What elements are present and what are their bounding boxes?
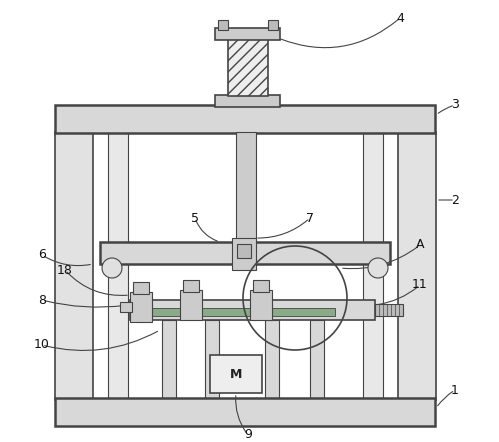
Text: A: A [416,239,424,251]
Circle shape [368,258,388,278]
Bar [55,132,93,400]
Bar [236,132,256,242]
Bar [133,282,149,294]
Bar [265,320,279,398]
Text: 18: 18 [57,263,73,277]
Bar [55,398,435,426]
Bar [100,242,390,264]
Bar [375,304,403,316]
Text: 11: 11 [412,278,428,292]
Text: 5: 5 [191,212,199,225]
Bar [237,244,251,258]
Text: 3: 3 [451,99,459,111]
Text: 2: 2 [451,194,459,206]
Text: 8: 8 [38,293,46,306]
Bar [210,355,262,393]
Bar [215,95,280,107]
Text: 6: 6 [38,248,46,262]
Bar [130,300,375,320]
Bar [108,132,128,400]
Bar [268,20,278,30]
Bar [398,132,436,400]
Bar [232,238,256,270]
Bar [228,38,268,96]
Text: 10: 10 [34,339,50,351]
Bar [162,320,176,398]
Bar [215,28,280,40]
Bar [218,20,228,30]
Bar [363,132,383,400]
Bar [205,320,219,398]
Bar [55,105,435,133]
Circle shape [102,258,122,278]
Bar [120,302,132,312]
Text: 1: 1 [451,384,459,396]
Bar [253,280,269,292]
Bar [183,280,199,292]
Text: 9: 9 [244,428,252,442]
Text: M: M [230,367,242,381]
Bar [130,292,152,322]
Text: 7: 7 [306,212,314,225]
Bar [180,290,202,320]
Bar [310,320,324,398]
Bar [145,308,335,316]
Bar [250,290,272,320]
Text: 4: 4 [396,11,404,24]
